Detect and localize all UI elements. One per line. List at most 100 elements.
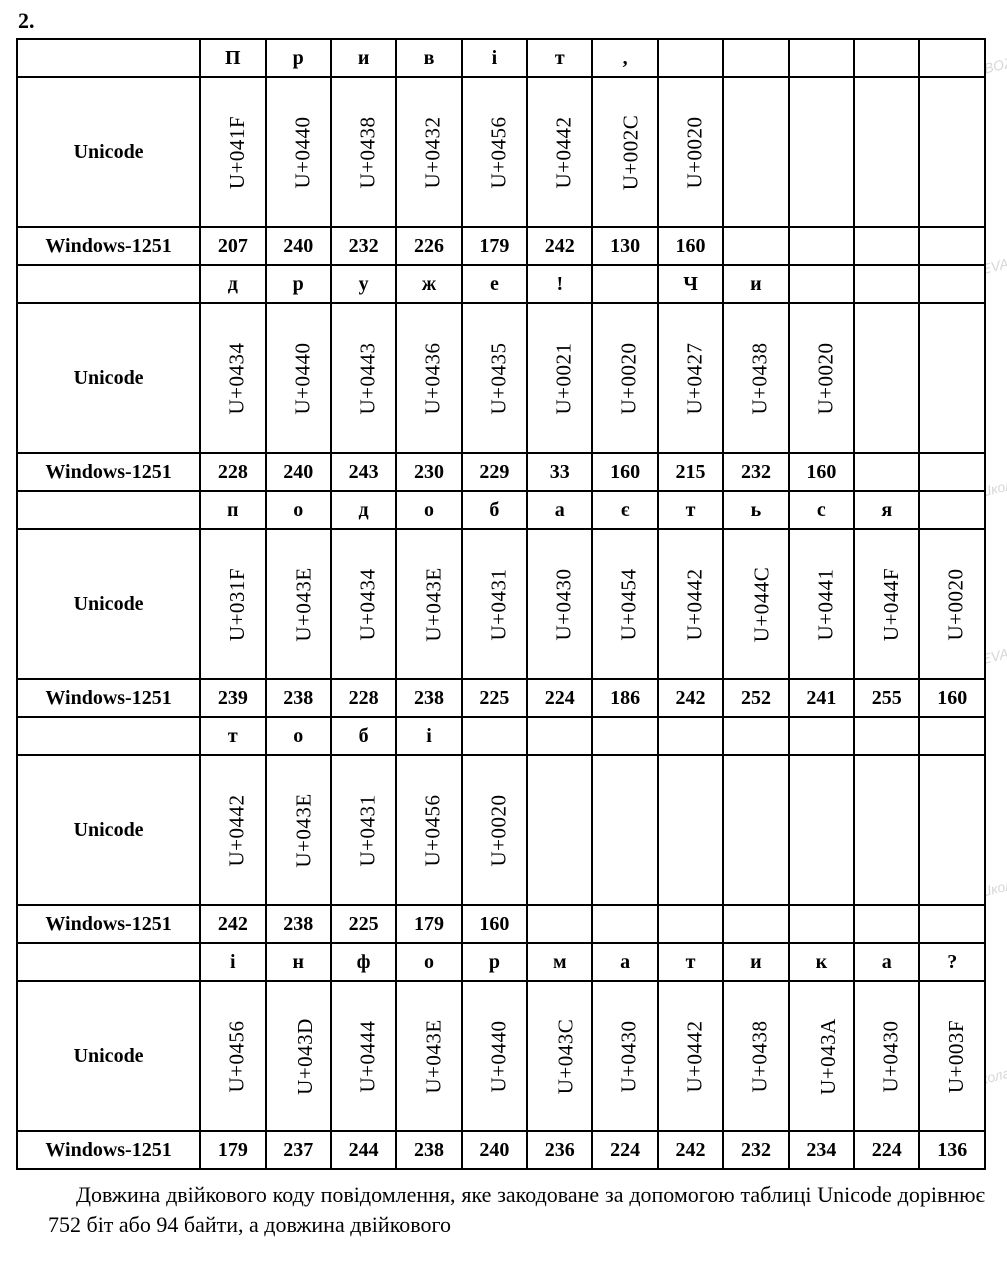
windows-cell: 179 — [396, 905, 461, 943]
unicode-value: U+041F — [225, 115, 250, 188]
row-label-unicode: Unicode — [17, 303, 200, 453]
unicode-row: UnicodeU+0456U+043DU+0444U+043EU+0440U+0… — [17, 981, 985, 1131]
unicode-cell: U+0431 — [331, 755, 396, 905]
char-cell: р — [462, 943, 527, 981]
windows-cell: 232 — [331, 227, 396, 265]
unicode-cell — [723, 755, 788, 905]
windows-cell: 179 — [462, 227, 527, 265]
unicode-value: U+0454 — [617, 568, 642, 640]
char-cell: е — [462, 265, 527, 303]
char-cell: д — [331, 491, 396, 529]
unicode-cell: U+0020 — [462, 755, 527, 905]
unicode-cell: U+0435 — [462, 303, 527, 453]
char-cell: а — [527, 491, 592, 529]
windows-cell: 179 — [200, 1131, 265, 1169]
unicode-cell — [919, 303, 985, 453]
unicode-value: U+0430 — [552, 568, 577, 640]
windows-cell: 238 — [266, 679, 331, 717]
windows-cell: 238 — [396, 1131, 461, 1169]
windows-cell — [658, 905, 723, 943]
windows-cell: 160 — [919, 679, 985, 717]
char-cell: д — [200, 265, 265, 303]
unicode-cell: U+043E — [266, 529, 331, 679]
windows-cell: 244 — [331, 1131, 396, 1169]
char-cell: о — [266, 491, 331, 529]
windows-cell — [919, 227, 985, 265]
unicode-value: U+0434 — [355, 568, 380, 640]
row-label-unicode: Unicode — [17, 981, 200, 1131]
row-label-blank — [17, 943, 200, 981]
windows-cell — [723, 905, 788, 943]
row-label-unicode: Unicode — [17, 755, 200, 905]
unicode-cell: U+0430 — [854, 981, 919, 1131]
unicode-value: U+0443 — [355, 342, 380, 414]
windows-cell: 224 — [592, 1131, 657, 1169]
unicode-cell — [854, 77, 919, 227]
windows-cell: 237 — [266, 1131, 331, 1169]
char-cell: с — [789, 491, 854, 529]
char-cell: р — [266, 39, 331, 77]
unicode-value: U+0444 — [355, 1020, 380, 1092]
char-cell: т — [527, 39, 592, 77]
windows-cell: 232 — [723, 1131, 788, 1169]
unicode-cell: U+044F — [854, 529, 919, 679]
windows-cell: 240 — [266, 453, 331, 491]
unicode-cell: U+0438 — [331, 77, 396, 227]
windows-cell: 255 — [854, 679, 919, 717]
unicode-cell: U+0440 — [462, 981, 527, 1131]
char-cell: а — [592, 943, 657, 981]
unicode-cell: U+031F — [200, 529, 265, 679]
unicode-value: U+0021 — [552, 342, 577, 414]
char-cell — [919, 717, 985, 755]
unicode-value: U+043E — [291, 793, 316, 867]
unicode-value: U+043E — [422, 567, 447, 641]
char-cell: і — [462, 39, 527, 77]
unicode-cell: U+0430 — [527, 529, 592, 679]
unicode-cell: U+0442 — [527, 77, 592, 227]
unicode-value: U+0442 — [682, 1020, 707, 1092]
windows-cell: 33 — [527, 453, 592, 491]
row-label-blank — [17, 717, 200, 755]
windows-cell: 229 — [462, 453, 527, 491]
windows-cell: 186 — [592, 679, 657, 717]
windows-cell: 243 — [331, 453, 396, 491]
char-cell: и — [723, 943, 788, 981]
unicode-cell: U+0442 — [658, 981, 723, 1131]
unicode-value: U+0438 — [748, 1020, 773, 1092]
unicode-value: U+0430 — [879, 1020, 904, 1092]
char-cell — [919, 265, 985, 303]
unicode-cell: U+0021 — [527, 303, 592, 453]
row-label-unicode: Unicode — [17, 77, 200, 227]
char-cell: п — [200, 491, 265, 529]
unicode-value: U+0020 — [486, 794, 511, 866]
unicode-cell — [919, 77, 985, 227]
row-label-windows: Windows-1251 — [17, 1131, 200, 1169]
unicode-value: U+0020 — [813, 342, 838, 414]
unicode-cell — [527, 755, 592, 905]
unicode-cell: U+0020 — [919, 529, 985, 679]
unicode-cell: U+0020 — [789, 303, 854, 453]
char-cell: ф — [331, 943, 396, 981]
unicode-cell: U+041F — [200, 77, 265, 227]
encoding-table: Привіт,UnicodeU+041FU+0440U+0438U+0432U+… — [16, 38, 986, 1170]
char-cell: т — [658, 491, 723, 529]
char-cell — [658, 39, 723, 77]
windows-row: Windows-12512392382282382252241862422522… — [17, 679, 985, 717]
unicode-cell: U+0427 — [658, 303, 723, 453]
windows-cell — [592, 905, 657, 943]
char-cell: , — [592, 39, 657, 77]
windows-cell — [723, 227, 788, 265]
windows-cell — [789, 905, 854, 943]
windows-cell: 160 — [462, 905, 527, 943]
char-cell: и — [331, 39, 396, 77]
unicode-cell: U+0442 — [200, 755, 265, 905]
char-cell: р — [266, 265, 331, 303]
unicode-cell: U+0456 — [396, 755, 461, 905]
windows-row: Windows-12511792372442382402362242422322… — [17, 1131, 985, 1169]
windows-cell: 226 — [396, 227, 461, 265]
row-label-blank — [17, 265, 200, 303]
char-cell — [919, 491, 985, 529]
unicode-cell — [592, 755, 657, 905]
unicode-value: U+043D — [292, 1018, 317, 1095]
windows-cell: 242 — [527, 227, 592, 265]
